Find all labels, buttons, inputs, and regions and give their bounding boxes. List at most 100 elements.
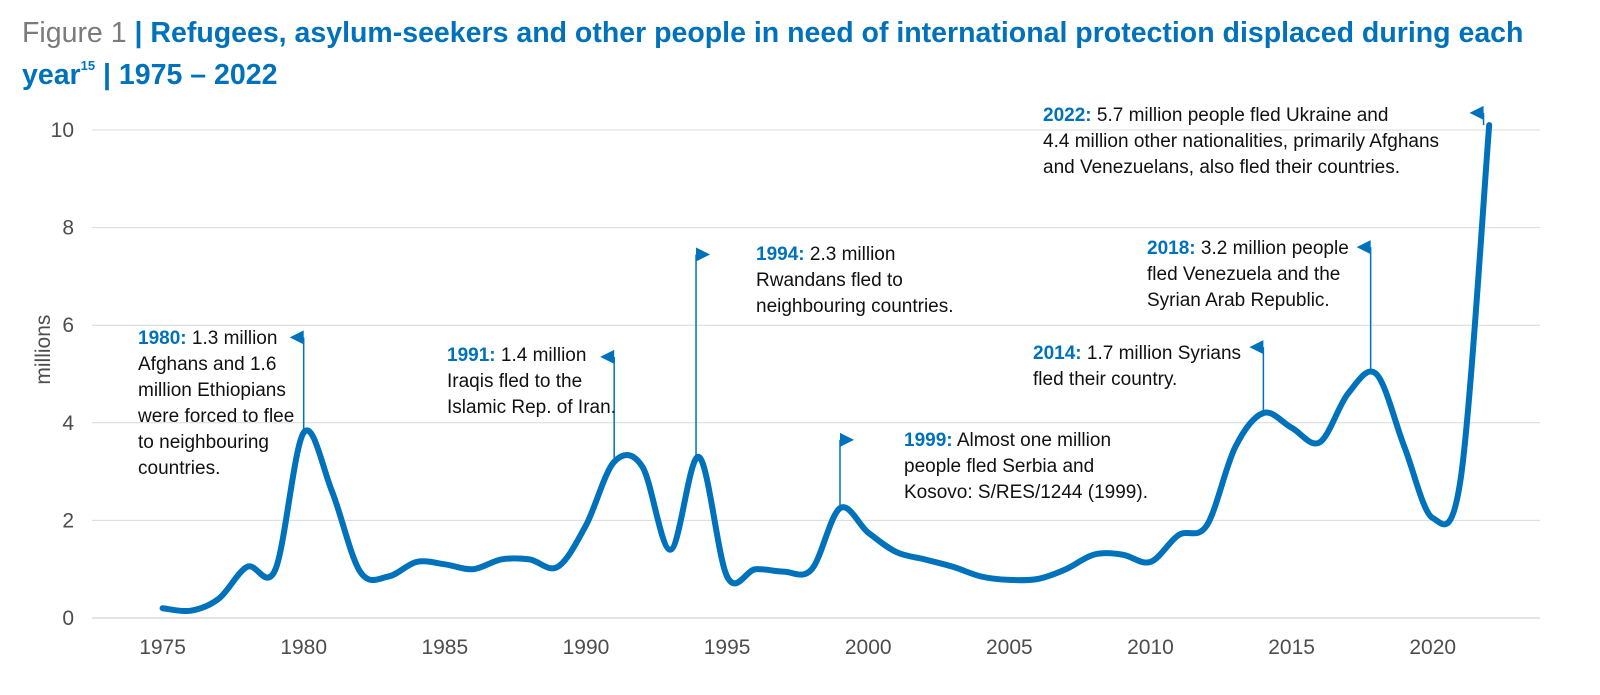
title-separator: | [134, 17, 143, 49]
data-point [1289, 425, 1295, 431]
data-point [978, 574, 984, 580]
annotation-flag [839, 432, 854, 447]
data-point [611, 459, 617, 465]
data-point [922, 556, 928, 562]
x-tick-label: 1980 [280, 636, 327, 659]
annotation-year: 1991: [447, 345, 496, 366]
y-tick-label: 2 [62, 509, 74, 532]
data-point [244, 564, 250, 570]
annotation-year: 1980: [138, 328, 187, 349]
data-point [809, 566, 815, 572]
data-point [1458, 473, 1464, 479]
annotation-flag [696, 247, 711, 262]
data-point [1260, 410, 1266, 416]
data-point [329, 488, 335, 494]
title-years: | 1975 – 2022 [95, 59, 278, 91]
data-point [555, 564, 561, 570]
x-tick-label: 2000 [845, 636, 892, 659]
series-line [159, 122, 1493, 615]
x-tick-label: 1975 [139, 636, 186, 659]
data-point [357, 569, 363, 575]
annotation-flag [1249, 340, 1264, 355]
data-point [216, 595, 222, 601]
data-point [1204, 522, 1210, 528]
annotation-flag [1469, 105, 1484, 120]
annotation-text: 1.7 million Syrians fled their country. [1033, 343, 1242, 390]
data-point [583, 522, 589, 528]
data-point [724, 574, 730, 580]
annotation-text: 3.2 million people fled Venezuela and th… [1147, 238, 1349, 311]
data-point [837, 505, 843, 511]
data-point [1373, 371, 1379, 377]
x-tick-label: 2020 [1409, 636, 1456, 659]
figure-label: Figure 1 [22, 17, 127, 49]
data-point [1147, 559, 1153, 565]
data-point [470, 566, 476, 572]
title-text: Refugees, asylum-seekers and other peopl… [22, 17, 1524, 91]
chart-title: Figure 1 | Refugees, asylum-seekers and … [22, 12, 1592, 96]
data-point [865, 530, 871, 536]
x-tick-label: 2015 [1268, 636, 1315, 659]
annotation-flag [600, 349, 615, 364]
data-point [1232, 444, 1238, 450]
annotation-year: 2018: [1147, 238, 1196, 259]
y-tick-label: 8 [62, 217, 74, 240]
annotation-1980: 1980: 1.3 million Afghans and 1.6 millio… [138, 326, 294, 482]
data-point [893, 549, 899, 555]
data-point [498, 556, 504, 562]
annotation-text: Almost one million people fled Serbia an… [904, 430, 1148, 503]
y-tick-label: 0 [62, 607, 74, 630]
annotation-year: 1999: [904, 430, 953, 451]
data-point [639, 464, 645, 470]
data-point [188, 608, 194, 614]
data-point [160, 605, 166, 611]
data-point [385, 574, 391, 580]
annotation-2014: 2014: 1.7 million Syrians fled their cou… [1033, 341, 1241, 393]
data-point [1486, 122, 1492, 128]
data-point [1006, 577, 1012, 583]
annotation-text: 1.4 million Iraqis fled to the Islamic R… [447, 345, 616, 418]
annotation-1991: 1991: 1.4 million Iraqis fled to the Isl… [447, 343, 616, 421]
x-tick-label: 1990 [563, 636, 610, 659]
annotation-year: 2014: [1033, 343, 1082, 364]
annotation-text: 1.3 million Afghans and 1.6 million Ethi… [138, 328, 295, 479]
annotation-1999: 1999: Almost one million people fled Ser… [904, 428, 1148, 506]
footnote-marker: 15 [80, 58, 96, 73]
x-tick-label: 1985 [421, 636, 468, 659]
annotation-flag [1356, 240, 1371, 255]
annotation-text: 2.3 million Rwandans fled to neighbourin… [756, 244, 954, 317]
data-point [1430, 515, 1436, 521]
data-point [1402, 444, 1408, 450]
data-point [1091, 552, 1097, 558]
y-axis-label: millions [32, 315, 55, 385]
data-point [1063, 566, 1069, 572]
data-point [668, 547, 674, 553]
data-point [442, 561, 448, 567]
data-point [527, 556, 533, 562]
y-tick-label: 4 [62, 412, 74, 435]
data-point [1345, 391, 1351, 397]
x-tick-label: 2005 [986, 636, 1033, 659]
data-point [752, 566, 758, 572]
y-tick-label: 10 [51, 119, 74, 142]
annotation-2018: 2018: 3.2 million people fled Venezuela … [1147, 236, 1349, 314]
data-point [301, 430, 307, 436]
annotation-flag [289, 330, 304, 345]
data-point [1317, 439, 1323, 445]
annotation-year: 1994: [756, 244, 805, 265]
data-point [696, 454, 702, 460]
data-point [272, 566, 278, 572]
data-point [1035, 576, 1041, 582]
data-point [414, 559, 420, 565]
data-point [1119, 552, 1125, 558]
y-tick-label: 6 [62, 314, 74, 337]
annotation-year: 2022: [1043, 105, 1092, 126]
x-tick-label: 2010 [1127, 636, 1174, 659]
data-point [781, 569, 787, 575]
x-tick-label: 1995 [704, 636, 751, 659]
data-point [950, 564, 956, 570]
annotation-1994: 1994: 2.3 million Rwandans fled to neigh… [756, 242, 954, 320]
annotation-text: 5.7 million people fled Ukraine and 4.4 … [1043, 105, 1440, 178]
data-point [1176, 532, 1182, 538]
